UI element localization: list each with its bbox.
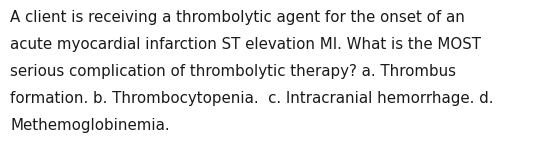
Text: formation. b. Thrombocytopenia.  c. Intracranial hemorrhage. d.: formation. b. Thrombocytopenia. c. Intra…	[10, 91, 493, 106]
Text: acute myocardial infarction ST elevation MI. What is the MOST: acute myocardial infarction ST elevation…	[10, 37, 481, 52]
Text: A client is receiving a thrombolytic agent for the onset of an: A client is receiving a thrombolytic age…	[10, 10, 465, 25]
Text: serious complication of thrombolytic therapy? a. Thrombus: serious complication of thrombolytic the…	[10, 64, 456, 79]
Text: Methemoglobinemia.: Methemoglobinemia.	[10, 118, 170, 133]
